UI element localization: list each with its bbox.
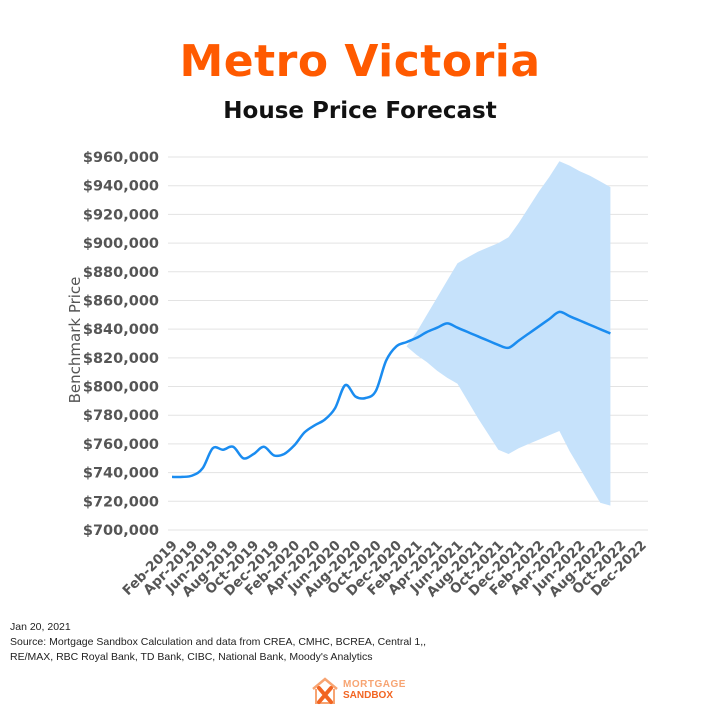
y-tick-label: $820,000 xyxy=(83,351,159,367)
y-tick-label: $760,000 xyxy=(83,437,159,453)
y-tick-label: $860,000 xyxy=(83,293,159,309)
y-tick-label: $940,000 xyxy=(83,179,159,195)
y-tick-label: $780,000 xyxy=(83,408,159,424)
footer-source-line-2: RE/MAX, RBC Royal Bank, TD Bank, CIBC, N… xyxy=(10,651,373,663)
y-axis-ticks: $700,000 $720,000 $740,000 $760,000 $780,000… xyxy=(83,150,159,539)
footer-source-line-1: Source: Mortgage Sandbox Calculation and… xyxy=(10,636,427,648)
y-axis-label: Benchmark Price xyxy=(66,277,84,404)
y-tick-label: $800,000 xyxy=(83,380,159,396)
y-tick-label: $900,000 xyxy=(83,236,159,252)
logo-text-mortgage: MORTGAGE xyxy=(343,679,406,690)
forecast-band-area xyxy=(406,161,611,506)
y-tick-label: $720,000 xyxy=(83,494,159,510)
price-forecast-chart: $700,000 $720,000 $740,000 $760,000 $780,000… xyxy=(66,150,650,601)
chart-title: Metro Victoria xyxy=(179,36,541,87)
y-tick-label: $840,000 xyxy=(83,322,159,338)
benchmark-price-series xyxy=(171,310,611,479)
y-tick-label: $880,000 xyxy=(83,265,159,281)
mortgage-sandbox-logo: MORTGAGE SANDBOX xyxy=(310,672,406,708)
chart-subtitle: House Price Forecast xyxy=(223,98,497,124)
logo-text-sandbox: SANDBOX xyxy=(343,690,394,701)
x-axis-ticks: Feb-2019Apr-2019Jun-2019Aug-2019Oct-2019… xyxy=(120,538,650,601)
footer-date: Jan 20, 2021 xyxy=(10,621,71,633)
y-tick-label: $960,000 xyxy=(83,150,159,166)
footer: Jan 20, 2021 Source: Mortgage Sandbox Ca… xyxy=(10,620,426,665)
benchmark-price-line xyxy=(171,310,611,479)
house-x-logo-icon xyxy=(312,677,338,704)
y-tick-label: $920,000 xyxy=(83,207,159,223)
y-tick-label: $740,000 xyxy=(83,466,159,482)
forecast-range-band xyxy=(406,161,611,506)
y-tick-label: $700,000 xyxy=(83,523,159,539)
